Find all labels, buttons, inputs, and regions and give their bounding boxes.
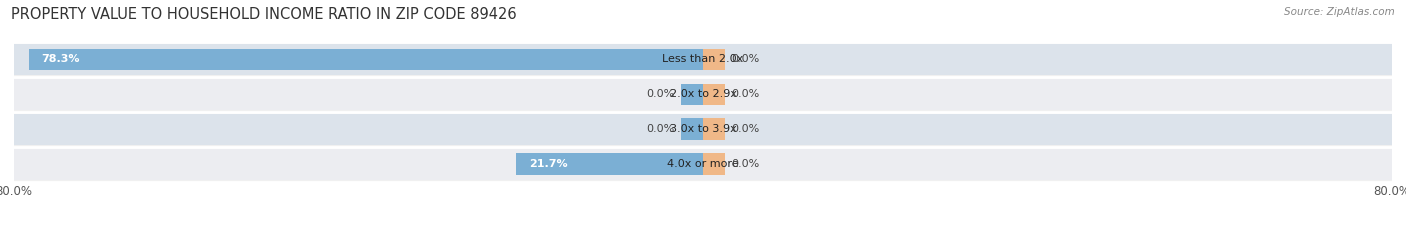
Bar — [516, 154, 703, 175]
Bar — [703, 118, 724, 140]
Text: 0.0%: 0.0% — [731, 159, 759, 169]
Bar — [703, 84, 724, 105]
Text: 0.0%: 0.0% — [731, 124, 759, 134]
Bar — [682, 118, 703, 140]
Text: 78.3%: 78.3% — [42, 55, 80, 64]
Bar — [682, 84, 703, 105]
Text: 2.0x to 2.9x: 2.0x to 2.9x — [669, 89, 737, 99]
Text: 0.0%: 0.0% — [647, 89, 675, 99]
Bar — [28, 49, 703, 70]
Text: 21.7%: 21.7% — [529, 159, 568, 169]
Text: Source: ZipAtlas.com: Source: ZipAtlas.com — [1284, 7, 1395, 17]
Bar — [14, 114, 1392, 145]
Bar — [14, 79, 1392, 110]
Text: PROPERTY VALUE TO HOUSEHOLD INCOME RATIO IN ZIP CODE 89426: PROPERTY VALUE TO HOUSEHOLD INCOME RATIO… — [11, 7, 517, 22]
Text: 0.0%: 0.0% — [731, 89, 759, 99]
Bar — [14, 44, 1392, 75]
Bar — [14, 149, 1392, 180]
Text: 0.0%: 0.0% — [731, 55, 759, 64]
Bar — [703, 49, 724, 70]
Text: 0.0%: 0.0% — [647, 124, 675, 134]
Text: 4.0x or more: 4.0x or more — [668, 159, 738, 169]
Bar — [703, 154, 724, 175]
Legend: Without Mortgage, With Mortgage: Without Mortgage, With Mortgage — [574, 230, 832, 233]
Text: Less than 2.0x: Less than 2.0x — [662, 55, 744, 64]
Text: 3.0x to 3.9x: 3.0x to 3.9x — [669, 124, 737, 134]
